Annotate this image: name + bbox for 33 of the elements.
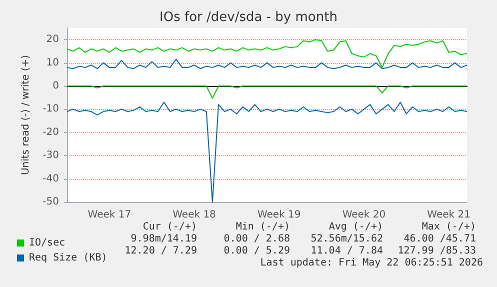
text: Last update: Fri May 22 06:25:51 2026 (260, 258, 483, 268)
y-tick-label: -10 (42, 104, 59, 115)
y-tick-label: -50 (42, 196, 59, 208)
x-tick-label: Week 20 (342, 210, 386, 220)
text: Max (-/+) (422, 222, 476, 232)
x-tick-label: Week 18 (172, 210, 216, 220)
line-series (66, 58, 468, 70)
text: Cur (-/+) (142, 222, 197, 232)
chart-title: IOs for /dev/sda - by month (160, 10, 338, 25)
text: 12.20 / 7.29 (124, 246, 197, 256)
text: 52.56m/15.62 (310, 234, 383, 244)
y-tick-label: 10 (46, 57, 59, 68)
text: 0.00 / 5.29 (224, 246, 290, 256)
text: 0.00 / 2.68 (224, 234, 290, 244)
text: 11.04 / 7.84 (310, 246, 383, 256)
y-tick-label: 20 (46, 34, 59, 46)
line-series (66, 39, 468, 68)
legend-label: IO/sec (29, 238, 66, 248)
line-series (66, 86, 468, 99)
y-tick-label: 0 (52, 80, 59, 92)
x-tick-label: Week 21 (427, 210, 470, 220)
y-axis-title: Units read (-) / write (+) (20, 54, 32, 176)
text: 127.99 /85.33 (398, 246, 476, 256)
y-tick-label: -20 (42, 126, 59, 138)
y-tick-label: -30 (42, 150, 59, 162)
legend-label: Req Size (KB) (29, 252, 108, 264)
text: Min (-/+) (236, 222, 290, 232)
text: 9.98m/14.19 (130, 234, 197, 244)
x-tick-label: Week 19 (257, 210, 301, 220)
y-tick-label: -40 (42, 173, 59, 184)
x-tick-label: Week 17 (88, 210, 132, 220)
text: Avg (-/+) (328, 222, 383, 232)
text: 46.00 /45.71 (404, 234, 476, 244)
